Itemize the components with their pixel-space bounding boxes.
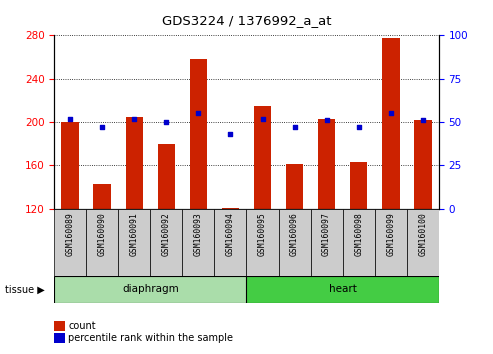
Text: GSM160097: GSM160097: [322, 212, 331, 256]
Bar: [54, 209, 86, 276]
Bar: [222, 208, 239, 209]
Bar: [343, 209, 375, 276]
Point: [98, 125, 106, 130]
Point: [290, 125, 298, 130]
Bar: [182, 209, 214, 276]
Text: GSM160093: GSM160093: [194, 212, 203, 256]
Point: [130, 116, 138, 121]
Bar: [318, 119, 335, 209]
Point: [194, 110, 202, 116]
Point: [162, 119, 170, 125]
Point: [258, 116, 266, 121]
Bar: [311, 209, 343, 276]
Text: GDS3224 / 1376992_a_at: GDS3224 / 1376992_a_at: [162, 14, 331, 27]
Bar: [94, 184, 111, 209]
Text: GSM160095: GSM160095: [258, 212, 267, 256]
Text: tissue ▶: tissue ▶: [5, 284, 45, 295]
Text: GSM160089: GSM160089: [66, 212, 75, 256]
Text: GSM160098: GSM160098: [354, 212, 363, 256]
Text: GSM160100: GSM160100: [418, 212, 427, 256]
Bar: [150, 209, 182, 276]
Bar: [382, 38, 399, 209]
Bar: [118, 209, 150, 276]
Bar: [54, 276, 246, 303]
Bar: [254, 106, 271, 209]
Text: GSM160094: GSM160094: [226, 212, 235, 256]
Bar: [350, 162, 367, 209]
Text: count: count: [68, 321, 96, 331]
Text: heart: heart: [329, 284, 356, 295]
Bar: [214, 209, 246, 276]
Bar: [62, 122, 79, 209]
Bar: [375, 209, 407, 276]
Text: GSM160099: GSM160099: [386, 212, 395, 256]
Point: [387, 110, 394, 116]
Bar: [190, 59, 207, 209]
Point: [226, 131, 234, 137]
Bar: [126, 117, 143, 209]
Bar: [246, 276, 439, 303]
Bar: [158, 144, 175, 209]
Bar: [246, 209, 279, 276]
Bar: [414, 120, 431, 209]
Text: GSM160096: GSM160096: [290, 212, 299, 256]
Point: [66, 116, 74, 121]
Bar: [86, 209, 118, 276]
Bar: [407, 209, 439, 276]
Bar: [286, 164, 303, 209]
Text: GSM160091: GSM160091: [130, 212, 139, 256]
Bar: [279, 209, 311, 276]
Point: [354, 125, 362, 130]
Point: [322, 118, 330, 123]
Text: GSM160092: GSM160092: [162, 212, 171, 256]
Point: [419, 118, 426, 123]
Text: GSM160090: GSM160090: [98, 212, 107, 256]
Text: diaphragm: diaphragm: [122, 284, 179, 295]
Text: percentile rank within the sample: percentile rank within the sample: [68, 333, 233, 343]
